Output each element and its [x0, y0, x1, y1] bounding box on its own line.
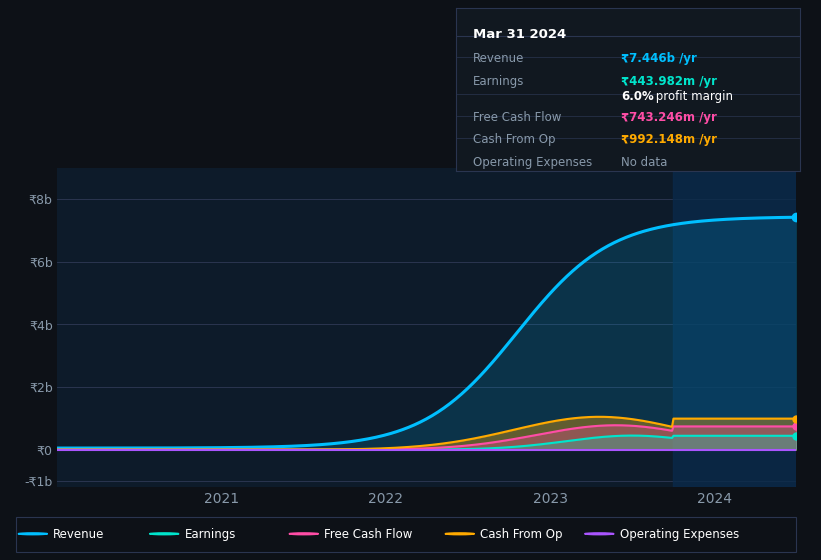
Text: Revenue: Revenue	[53, 528, 105, 542]
Circle shape	[585, 533, 614, 535]
Circle shape	[289, 533, 319, 535]
Text: Cash From Op: Cash From Op	[480, 528, 562, 542]
Circle shape	[18, 533, 48, 535]
Text: 6.0%: 6.0%	[621, 90, 654, 102]
Text: Cash From Op: Cash From Op	[473, 133, 555, 147]
Text: ₹7.446b /yr: ₹7.446b /yr	[621, 52, 697, 66]
Circle shape	[149, 533, 179, 535]
Text: No data: No data	[621, 156, 667, 169]
Bar	[16, 517, 796, 552]
Text: profit margin: profit margin	[652, 90, 733, 102]
Text: Mar 31 2024: Mar 31 2024	[473, 28, 566, 41]
Text: ₹443.982m /yr: ₹443.982m /yr	[621, 75, 718, 88]
Bar	[673, 168, 796, 487]
Text: ₹992.148m /yr: ₹992.148m /yr	[621, 133, 718, 147]
Text: Operating Expenses: Operating Expenses	[473, 156, 592, 169]
Circle shape	[445, 533, 475, 535]
Text: Earnings: Earnings	[473, 75, 525, 88]
Text: Earnings: Earnings	[185, 528, 236, 542]
Text: Free Cash Flow: Free Cash Flow	[324, 528, 413, 542]
Text: Free Cash Flow: Free Cash Flow	[473, 111, 562, 124]
Text: Revenue: Revenue	[473, 52, 525, 66]
Text: Operating Expenses: Operating Expenses	[620, 528, 739, 542]
Text: ₹743.246m /yr: ₹743.246m /yr	[621, 111, 717, 124]
